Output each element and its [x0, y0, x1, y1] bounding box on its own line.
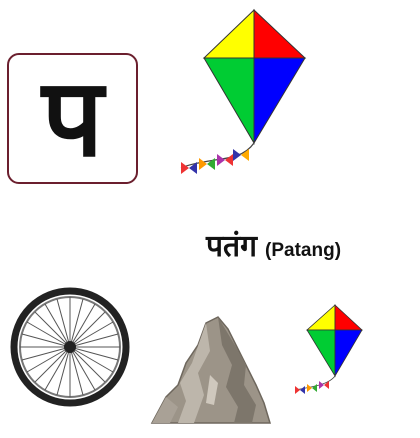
small-kite-tail-bows [295, 381, 329, 394]
small-kite-body [305, 304, 364, 378]
small-kite-image [294, 304, 364, 394]
word-transliteration: (Patang) [265, 240, 342, 261]
kite-tail-bows [181, 149, 249, 174]
word-devanagari: पतंग [206, 229, 258, 264]
kite-body [202, 8, 307, 145]
word-line: पतंग (Patang) [206, 224, 341, 268]
wheel-spokes [20, 297, 120, 397]
mountain-image [150, 316, 272, 424]
letter-glyph: प [41, 55, 104, 181]
letter-card: प [7, 53, 138, 184]
large-kite-image [180, 8, 307, 174]
wheel-hub [64, 341, 76, 353]
wheel-image [10, 287, 130, 407]
